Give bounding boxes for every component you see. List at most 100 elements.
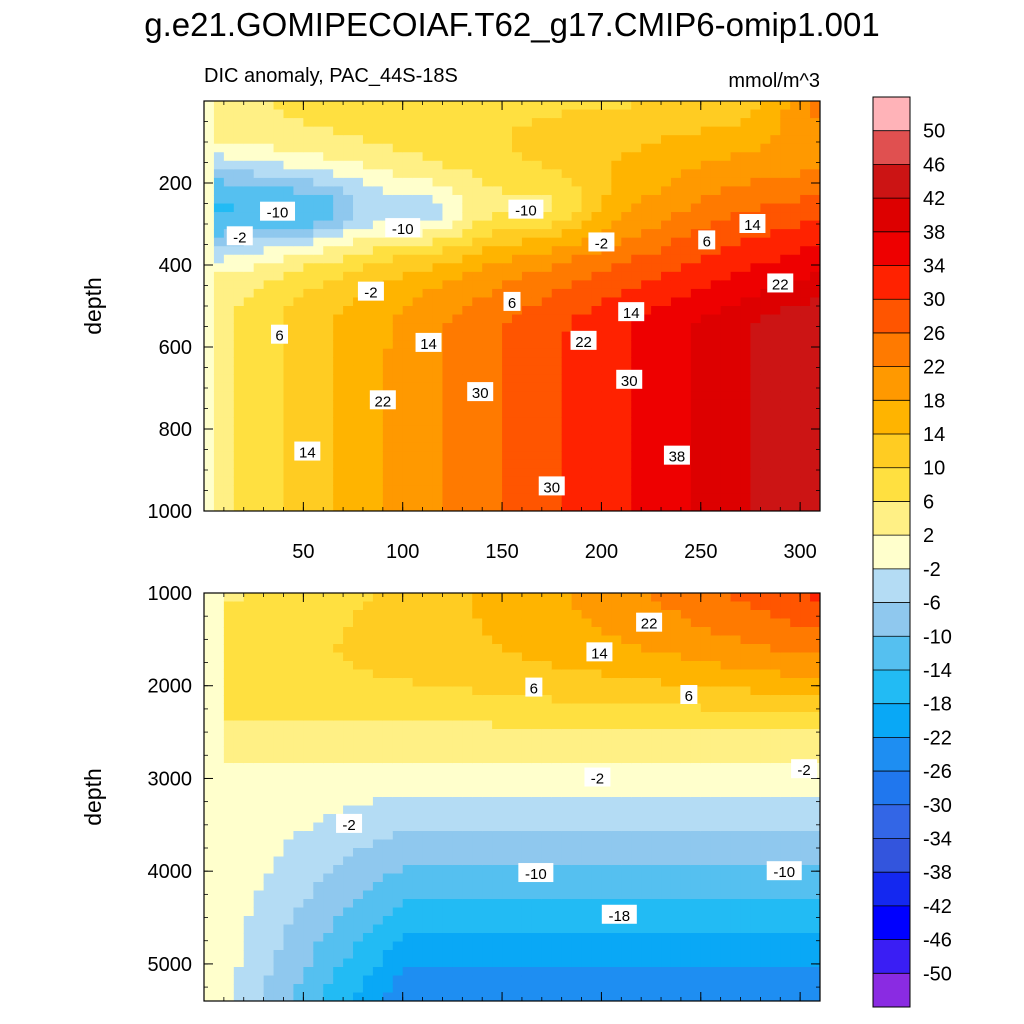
upper-field-cell [204, 323, 215, 333]
upper-field-cell [492, 109, 503, 119]
upper-field-cell [432, 425, 444, 435]
lower-field-cell [233, 941, 245, 951]
upper-field-cell [283, 493, 295, 504]
upper-field-cell [293, 306, 304, 316]
lower-field-cell [283, 669, 295, 679]
lower-field-cell [333, 737, 344, 747]
lower-field-cell [313, 822, 324, 832]
lower-field-cell [273, 644, 285, 654]
lower-field-cell [512, 848, 523, 858]
upper-field-cell [700, 476, 712, 486]
lower-field-cell [223, 678, 235, 688]
upper-field-cell [253, 254, 265, 264]
upper-field-cell [651, 169, 662, 179]
upper-field-cell [561, 374, 573, 384]
lower-field-cell [462, 695, 473, 705]
lower-field-cell [422, 754, 434, 764]
upper-contour-label: 22 [575, 334, 592, 351]
upper-field-cell [800, 306, 811, 316]
lower-field-cell [402, 737, 414, 747]
upper-field-cell [750, 143, 761, 153]
upper-field-cell [720, 203, 732, 213]
upper-field-cell [611, 357, 622, 367]
lower-field-cell [333, 627, 344, 637]
upper-field-cell [531, 109, 543, 119]
upper-field-cell [382, 374, 394, 384]
lower-field-cell [283, 797, 295, 807]
upper-field-cell [293, 382, 304, 393]
upper-field-cell [432, 365, 444, 375]
upper-field-cell [770, 135, 781, 145]
lower-field-cell [293, 822, 304, 832]
upper-field-cell [651, 323, 662, 333]
upper-field-cell [223, 306, 235, 316]
upper-field-cell [720, 152, 732, 162]
upper-field-cell [204, 442, 215, 452]
upper-field-cell [303, 357, 314, 367]
upper-field-cell [710, 101, 722, 111]
lower-field-cell [492, 771, 503, 781]
lower-field-cell [442, 805, 453, 815]
upper-field-cell [740, 118, 752, 128]
upper-field-cell [561, 348, 573, 358]
upper-field-cell [253, 314, 265, 324]
lower-field-cell [362, 652, 374, 662]
upper-field-cell [710, 485, 722, 495]
upper-field-cell [631, 425, 642, 435]
upper-field-cell [571, 246, 583, 256]
upper-field-cell [601, 143, 612, 153]
upper-field-cell [611, 152, 622, 162]
upper-field-cell [343, 280, 354, 290]
upper-field-cell [362, 476, 374, 486]
lower-field-cell [223, 788, 235, 798]
lower-field-cell [502, 695, 513, 705]
lower-field-cell [402, 890, 414, 900]
lower-field-cell [333, 661, 344, 671]
upper-field-cell [293, 220, 304, 230]
lower-field-cell [402, 805, 414, 815]
upper-field-cell [531, 306, 543, 316]
lower-field-cell [512, 652, 523, 662]
upper-field-cell [492, 297, 503, 307]
upper-field-cell [730, 118, 742, 128]
lower-field-cell [512, 916, 523, 926]
upper-field-cell [800, 271, 811, 281]
upper-field-cell [790, 434, 801, 444]
lower-field-cell [293, 593, 304, 603]
upper-field-cell [710, 382, 722, 393]
upper-field-cell [372, 340, 384, 350]
lower-field-cell [432, 601, 444, 611]
lower-field-cell [531, 814, 543, 824]
lower-field-cell [343, 848, 354, 858]
lower-field-cell [243, 984, 255, 994]
upper-field-cell [581, 306, 593, 316]
upper-field-cell [283, 434, 295, 444]
lower-field-cell [462, 890, 473, 900]
lower-field-cell [452, 627, 463, 637]
lower-field-cell [392, 797, 404, 807]
upper-field-cell [253, 357, 265, 367]
lower-field-cell [432, 933, 444, 943]
upper-field-cell [750, 442, 761, 452]
lower-field-cell [233, 805, 245, 815]
lower-field-cell [223, 601, 235, 611]
lower-field-cell [512, 933, 523, 943]
lower-field-cell [561, 797, 573, 807]
lower-field-cell [303, 788, 314, 798]
upper-field-cell [442, 160, 453, 170]
upper-field-cell [283, 331, 295, 341]
upper-field-cell [343, 297, 354, 307]
upper-field-cell [362, 237, 374, 247]
upper-field-cell [223, 271, 235, 281]
upper-field-cell [392, 425, 404, 435]
lower-field-cell [382, 822, 394, 832]
lower-field-cell [243, 780, 255, 790]
upper-field-cell [343, 169, 354, 179]
upper-field-cell [651, 220, 662, 230]
upper-field-cell [800, 237, 811, 247]
lower-field-cell [512, 627, 523, 637]
lower-field-cell [323, 865, 334, 875]
upper-field-cell [293, 254, 304, 264]
upper-field-cell [482, 126, 493, 136]
upper-field-cell [263, 297, 275, 307]
